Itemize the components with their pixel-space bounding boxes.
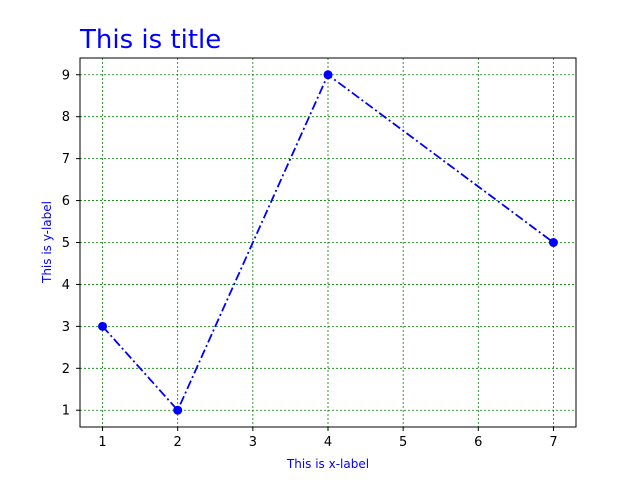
tick-layer: 1 2 3 4 5 6 7 1 2 3 4 5 6 7 8 9 bbox=[62, 68, 558, 450]
y-tick-label: 8 bbox=[62, 110, 70, 125]
y-tick-label: 1 bbox=[62, 404, 70, 419]
chart-title: This is title bbox=[79, 25, 221, 55]
y-tick-label: 3 bbox=[62, 320, 70, 335]
data-point bbox=[548, 238, 558, 247]
y-tick-label: 6 bbox=[62, 194, 70, 209]
y-tick-label: 9 bbox=[62, 68, 70, 83]
x-tick-label: 3 bbox=[249, 435, 257, 450]
x-tick-label: 4 bbox=[324, 435, 332, 450]
x-tick-label: 1 bbox=[98, 435, 106, 450]
y-tick-label: 4 bbox=[62, 278, 70, 293]
y-tick-label: 5 bbox=[62, 236, 70, 251]
data-point bbox=[98, 321, 108, 331]
y-tick-label: 2 bbox=[62, 362, 70, 377]
grid-layer bbox=[80, 58, 576, 427]
data-point bbox=[173, 405, 183, 415]
x-axis-label: This is x-label bbox=[286, 457, 369, 471]
y-axis-label: This is y-label bbox=[40, 201, 54, 284]
series-layer bbox=[98, 70, 558, 415]
series-line bbox=[101, 73, 554, 412]
x-tick-label: 2 bbox=[174, 435, 182, 450]
y-tick-label: 7 bbox=[62, 152, 70, 167]
x-tick-label: 6 bbox=[474, 435, 482, 450]
x-tick-label: 5 bbox=[399, 435, 407, 450]
x-tick-label: 7 bbox=[549, 435, 557, 450]
data-point bbox=[323, 70, 333, 80]
